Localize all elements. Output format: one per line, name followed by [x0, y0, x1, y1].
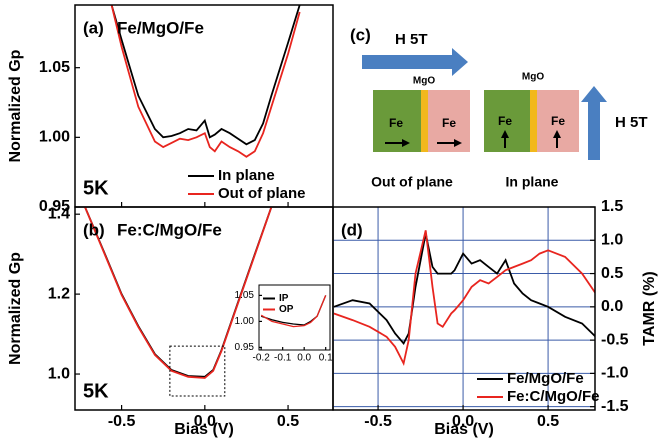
x-tick-label: -0.5: [364, 413, 392, 430]
y-axis-label: TAMR (%): [641, 271, 658, 345]
y-tick-label: 1.5: [601, 198, 623, 215]
legend-label: Out of plane: [218, 185, 306, 202]
barrier-label: MgO: [522, 72, 544, 83]
x-tick-label: 0.1: [319, 353, 333, 364]
y-tick-label: 1.4: [48, 205, 70, 222]
annotation: 5K: [83, 380, 109, 402]
field-label: H 5T: [395, 31, 428, 48]
x-tick-label: -0.1: [274, 353, 292, 364]
y-tick-label: -1.5: [601, 398, 629, 415]
inset-background: [259, 285, 330, 350]
panel-label: (c): [350, 25, 371, 44]
zoom-box: [170, 346, 225, 396]
layer-label: Fe: [442, 116, 456, 130]
layer-label: Fe: [551, 114, 565, 128]
y-axis-label: Normalized Gp: [7, 252, 24, 365]
y-axis-label: Normalized Gp: [7, 49, 24, 162]
series-line: [334, 234, 596, 344]
field-arrow: [362, 48, 468, 76]
legend-label: OP: [279, 304, 294, 315]
field-arrow: [581, 86, 607, 160]
x-tick-label: 0.5: [537, 413, 559, 430]
y-tick-label: 1.05: [235, 290, 255, 301]
mgo-layer: [421, 90, 428, 152]
caption: In plane: [506, 174, 559, 190]
barrier-label: MgO: [413, 76, 435, 87]
layer-label: Fe: [389, 116, 403, 130]
y-tick-label: 1.0: [601, 231, 623, 248]
x-axis-label: Bias (V): [174, 421, 234, 438]
y-tick-label: 0.0: [601, 298, 623, 315]
layer-label: Fe: [498, 114, 512, 128]
legend-label: In plane: [218, 167, 275, 184]
y-tick-label: 1.2: [48, 285, 70, 302]
panel-title: Fe:C/MgO/Fe: [117, 220, 222, 239]
y-tick-label: -0.5: [601, 331, 629, 348]
mgo-layer: [530, 90, 537, 152]
panel-c: (c) H 5T MgO Fe Fe Out of plane MgO Fe F…: [350, 25, 648, 189]
field-label: H 5T: [615, 114, 648, 131]
panel-label: (a): [83, 18, 104, 37]
annotation: 5K: [83, 177, 109, 199]
legend-label: Fe:C/MgO/Fe: [507, 388, 600, 405]
y-tick-label: 1.00: [235, 316, 255, 327]
panel-label: (d): [341, 220, 363, 239]
y-tick-label: 1.05: [39, 59, 70, 76]
x-tick-label: -0.5: [108, 413, 136, 430]
legend-label: Fe/MgO/Fe: [507, 370, 584, 387]
series-line: [334, 230, 596, 363]
panel-title: Fe/MgO/Fe: [117, 18, 204, 37]
x-tick-label: -0.2: [253, 353, 271, 364]
legend-label: IP: [279, 293, 289, 304]
figure: (c) H 5T MgO Fe Fe Out of plane MgO Fe F…: [0, 0, 661, 440]
panel-label: (b): [83, 220, 105, 239]
y-tick-label: 0.95: [235, 342, 255, 353]
x-axis-label: Bias (V): [434, 421, 494, 438]
y-tick-label: 0.5: [601, 265, 623, 282]
x-tick-label: 0.0: [297, 353, 311, 364]
caption: Out of plane: [371, 174, 453, 190]
y-tick-label: 1.00: [39, 129, 70, 146]
y-tick-label: -1.0: [601, 365, 629, 382]
y-tick-label: 1.0: [48, 365, 70, 382]
x-tick-label: 0.5: [277, 413, 299, 430]
